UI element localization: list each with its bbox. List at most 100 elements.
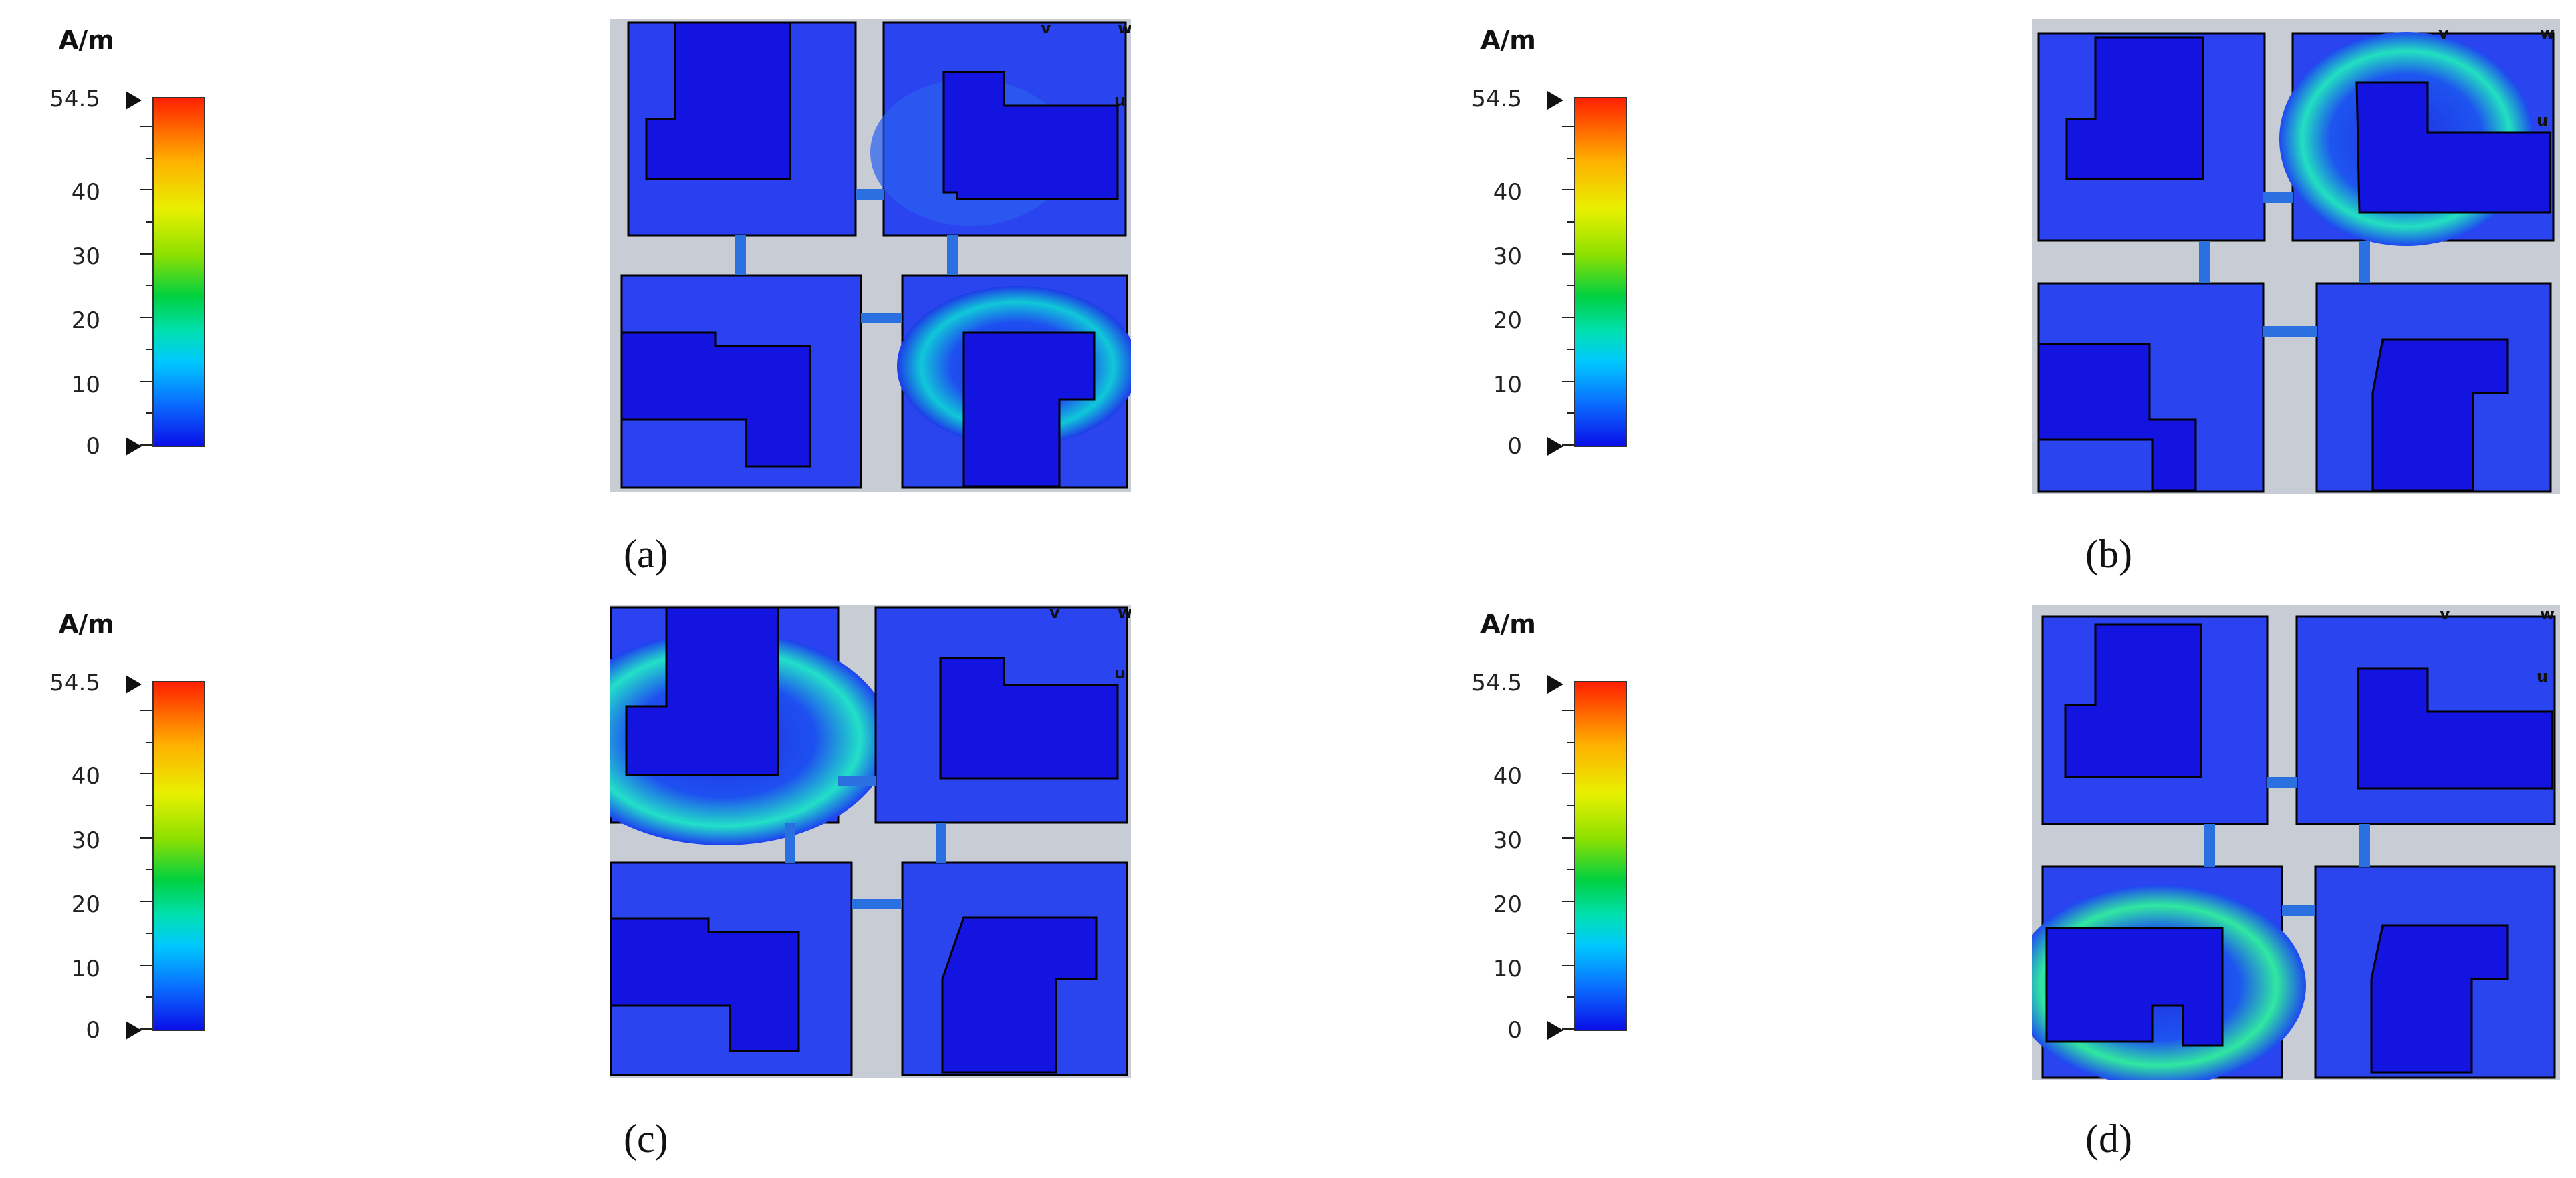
colorbar-label-40: 40 (1493, 179, 1522, 206)
colorbar-tick (1567, 932, 1574, 934)
colorbar-tick (1567, 869, 1574, 871)
field-map-d: v w u (2032, 605, 2560, 1080)
colorbar-tick (146, 869, 152, 871)
colorbar (1574, 97, 1627, 447)
colorbar-tick (146, 221, 152, 223)
colorbar (1574, 681, 1627, 1031)
colorbar-label-20: 20 (1493, 891, 1522, 918)
axis-label-v: v (2438, 24, 2449, 43)
colorbar-tick (1567, 741, 1574, 743)
colorbar-unit: A/m (59, 609, 114, 639)
field-map-c: v w u (610, 605, 1131, 1078)
colorbar-max-label: 54.5 (49, 670, 100, 696)
axis-label-v: v (2440, 605, 2450, 623)
colorbar-min-label: 0 (1507, 1017, 1522, 1044)
colorbar-tick (146, 348, 152, 350)
colorbar-min-arrow (1547, 437, 1563, 456)
colorbar-tick (146, 157, 152, 159)
colorbar-label-30: 30 (71, 243, 100, 270)
colorbar-tick (146, 741, 152, 743)
colorbar-tick (140, 709, 152, 711)
colorbar-min-label: 0 (86, 433, 100, 460)
colorbar-tick (1562, 709, 1574, 711)
colorbar-tick (140, 1028, 152, 1030)
colorbar-min-arrow (126, 1021, 142, 1040)
colorbar-tick (146, 805, 152, 807)
colorbar-label-40: 40 (71, 179, 100, 206)
colorbar-label-20: 20 (71, 307, 100, 334)
colorbar-tick (140, 253, 152, 255)
colorbar-tick (1567, 221, 1574, 223)
colorbar-tick (1562, 964, 1574, 966)
colorbar-tick (140, 773, 152, 775)
caption-a: (a) (624, 532, 668, 576)
colorbar-tick (140, 901, 152, 903)
colorbar-tick (140, 125, 152, 127)
colorbar-tick (1562, 773, 1574, 775)
axis-label-w: w (2540, 24, 2555, 43)
colorbar-tick (146, 412, 152, 414)
colorbar-unit: A/m (59, 25, 114, 55)
colorbar-tick (140, 189, 152, 191)
colorbar-tick (146, 932, 152, 934)
colorbar-max-label: 54.5 (1471, 670, 1522, 696)
colorbar (152, 681, 205, 1031)
axis-label-u: u (2537, 667, 2548, 686)
colorbar-tick (1567, 285, 1574, 287)
colorbar-label-20: 20 (71, 891, 100, 918)
colorbar-tick (1562, 1028, 1574, 1030)
colorbar-unit: A/m (1480, 25, 1536, 55)
colorbar-min-arrow (126, 437, 142, 456)
colorbar-tick (1567, 996, 1574, 998)
colorbar-label-40: 40 (1493, 763, 1522, 790)
colorbar-min-label: 0 (86, 1017, 100, 1044)
colorbar-tick (1567, 348, 1574, 350)
colorbar-tick (140, 380, 152, 382)
axis-label-w: w (1118, 605, 1131, 622)
caption-b: (b) (2085, 532, 2132, 576)
colorbar-tick (1562, 189, 1574, 191)
colorbar-tick (140, 964, 152, 966)
colorbar-max-arrow (1547, 675, 1563, 694)
colorbar-tick (146, 285, 152, 287)
colorbar-tick (140, 317, 152, 319)
colorbar-label-40: 40 (71, 763, 100, 790)
caption-c: (c) (624, 1117, 668, 1161)
axis-label-v: v (1049, 605, 1060, 622)
colorbar-max-arrow (1547, 91, 1563, 110)
colorbar-label-20: 20 (1493, 307, 1522, 334)
colorbar-min-label: 0 (1507, 433, 1522, 460)
colorbar-tick (1567, 412, 1574, 414)
colorbar-label-30: 30 (1493, 243, 1522, 270)
colorbar-label-30: 30 (71, 827, 100, 854)
colorbar-min-arrow (1547, 1021, 1563, 1040)
colorbar-max-arrow (126, 91, 142, 110)
field-map-a: v w u (610, 19, 1131, 492)
caption-d: (d) (2085, 1117, 2132, 1161)
axis-label-u: u (1114, 664, 1126, 682)
colorbar-tick (1562, 380, 1574, 382)
colorbar-tick (1567, 805, 1574, 807)
axis-label-v: v (1041, 19, 1051, 37)
axis-label-w: w (1118, 19, 1131, 37)
colorbar-tick (1567, 157, 1574, 159)
colorbar-tick (140, 837, 152, 839)
axis-label-w: w (2540, 605, 2555, 623)
colorbar-unit: A/m (1480, 609, 1536, 639)
colorbar-max-label: 54.5 (1471, 86, 1522, 112)
colorbar-tick (1562, 444, 1574, 446)
colorbar-label-10: 10 (71, 955, 100, 982)
colorbar-label-30: 30 (1493, 827, 1522, 854)
colorbar-tick (1562, 837, 1574, 839)
colorbar (152, 97, 205, 447)
colorbar-tick (1562, 125, 1574, 127)
colorbar-label-10: 10 (71, 372, 100, 398)
colorbar-tick (140, 444, 152, 446)
colorbar-tick (1562, 901, 1574, 903)
field-map-b: v w u (2032, 19, 2560, 494)
colorbar-tick (1562, 317, 1574, 319)
axis-label-u: u (1114, 91, 1126, 110)
colorbar-tick (146, 996, 152, 998)
colorbar-max-label: 54.5 (49, 86, 100, 112)
axis-label-u: u (2537, 111, 2548, 130)
